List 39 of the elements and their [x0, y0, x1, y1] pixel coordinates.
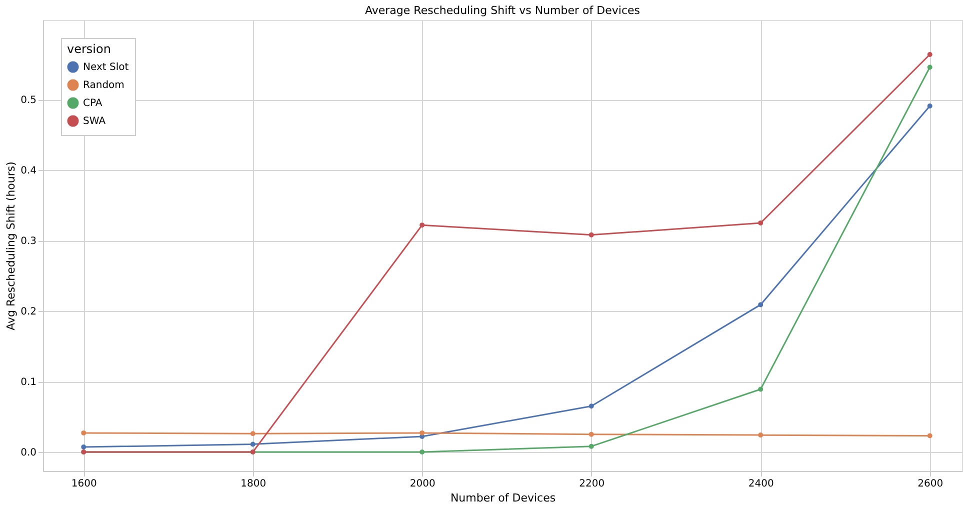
point [927, 433, 932, 438]
point [588, 232, 594, 238]
point [81, 444, 86, 450]
legend-title: version [67, 42, 111, 56]
x-axis-title: Number of Devices [450, 492, 556, 504]
x-tick-label: 2000 [410, 478, 436, 490]
point [250, 431, 256, 436]
y-tick-label: 0.5 [20, 95, 36, 106]
point [420, 449, 425, 454]
point [250, 442, 256, 447]
legend-label: CPA [83, 98, 102, 109]
chart-title: Average Rescheduling Shift vs Number of Devices [365, 4, 640, 17]
point [588, 444, 594, 449]
point [588, 404, 594, 409]
x-tick-label: 2200 [579, 478, 605, 490]
point [758, 386, 764, 392]
y-tick-label: 0.3 [20, 236, 36, 248]
point [81, 430, 86, 436]
point [420, 222, 425, 228]
point [588, 432, 594, 437]
y-tick-label: 0.0 [20, 447, 36, 458]
point [758, 432, 764, 438]
x-tick-label: 1800 [240, 478, 266, 490]
point [927, 64, 932, 70]
point [420, 430, 425, 436]
x-tick-label: 2400 [748, 478, 774, 490]
point [927, 103, 932, 108]
y-tick-label: 0.1 [20, 377, 36, 388]
point [927, 52, 932, 58]
point [758, 220, 764, 226]
x-tick-label: 1600 [71, 478, 97, 490]
x-tick-label: 2600 [918, 478, 944, 490]
point [758, 302, 764, 308]
y-tick-label: 0.4 [20, 166, 36, 177]
y-axis-title: Avg Rescheduling Shift (hours) [4, 162, 18, 330]
legend-label: SWA [83, 116, 106, 127]
y-tick-label: 0.2 [20, 306, 36, 318]
legend-label: Next Slot [83, 62, 129, 73]
legend-label: Random [83, 80, 124, 91]
